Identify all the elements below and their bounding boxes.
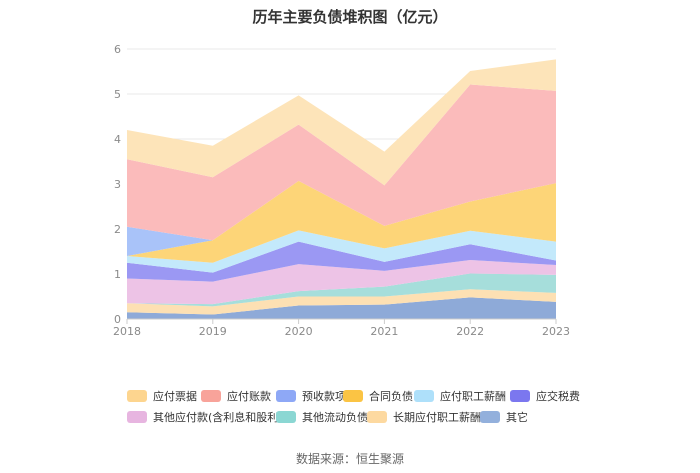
y-tick-label: 5 bbox=[114, 88, 121, 101]
x-tick-label: 2021 bbox=[370, 325, 398, 338]
y-tick-label: 0 bbox=[114, 313, 121, 326]
area-series-5 bbox=[127, 230, 556, 273]
legend-swatch bbox=[414, 390, 434, 402]
legend-label: 其他流动负债 bbox=[302, 411, 368, 424]
x-tick-label: 2018 bbox=[113, 325, 141, 338]
area-series-6 bbox=[127, 180, 556, 263]
legend-item[interactable]: 其他应付款(含利息和股利) bbox=[127, 409, 283, 425]
x-tick-label: 2022 bbox=[456, 325, 484, 338]
legend-item[interactable]: 其他流动负债 bbox=[276, 409, 368, 425]
legend-swatch bbox=[367, 411, 387, 423]
legend-item[interactable]: 应交税费 bbox=[510, 388, 580, 404]
legend-label: 应付票据 bbox=[153, 390, 197, 403]
legend-swatch bbox=[343, 390, 363, 402]
area-series-8 bbox=[127, 84, 556, 241]
legend-label: 其他应付款(含利息和股利) bbox=[153, 411, 283, 424]
legend-label: 合同负债 bbox=[369, 390, 413, 403]
legend-label: 应付职工薪酬 bbox=[440, 390, 506, 403]
legend-swatch bbox=[201, 390, 221, 402]
legend-item[interactable]: 长期应付职工薪酬 bbox=[367, 409, 481, 425]
legend-label: 预收款项 bbox=[302, 390, 346, 403]
x-tick-label: 2023 bbox=[542, 325, 570, 338]
area-series-4 bbox=[127, 241, 556, 282]
area-series-0 bbox=[127, 297, 556, 319]
y-tick-label: 4 bbox=[114, 133, 121, 146]
chart-title: 历年主要负债堆积图（亿元） bbox=[252, 8, 448, 26]
axes: 0 1 2 3 4 5 6 2018 2019 2020 2021 2022 2023 bbox=[113, 43, 570, 338]
legend-swatch bbox=[480, 411, 500, 423]
legend-item[interactable]: 应付职工薪酬 bbox=[414, 388, 506, 404]
area-series bbox=[127, 59, 556, 319]
legend-swatch bbox=[127, 390, 147, 402]
x-tick-label: 2019 bbox=[199, 325, 227, 338]
area-series-2 bbox=[127, 273, 556, 307]
x-tick-label: 2020 bbox=[285, 325, 313, 338]
legend-swatch bbox=[510, 390, 530, 402]
y-tick-label: 6 bbox=[114, 43, 121, 56]
stacked-area-chart: 0 1 2 3 4 5 6 2018 2019 2020 2021 2022 2023 bbox=[113, 43, 570, 338]
legend-label: 应交税费 bbox=[536, 390, 580, 403]
legend-label: 应付账款 bbox=[227, 390, 271, 403]
source-note: 数据来源：恒生聚源 bbox=[295, 452, 404, 466]
legend-item[interactable]: 其它 bbox=[480, 409, 528, 425]
legend-label: 其它 bbox=[506, 411, 528, 424]
y-tick-label: 1 bbox=[114, 268, 121, 281]
legend-item[interactable]: 应付账款 bbox=[201, 388, 271, 404]
y-tick-label: 3 bbox=[114, 178, 121, 191]
legend-swatch bbox=[276, 390, 296, 402]
legend-swatch bbox=[127, 411, 147, 423]
area-series-9 bbox=[127, 59, 556, 186]
legend-item[interactable]: 预收款项 bbox=[276, 388, 346, 404]
legend-label: 长期应付职工薪酬 bbox=[393, 411, 481, 424]
area-series-3 bbox=[127, 260, 556, 305]
legend-swatch bbox=[276, 411, 296, 423]
area-series-1 bbox=[127, 289, 556, 315]
y-tick-label: 2 bbox=[114, 223, 121, 236]
legend-item[interactable]: 应付票据 bbox=[127, 388, 197, 404]
legend-item[interactable]: 合同负债 bbox=[343, 388, 413, 404]
